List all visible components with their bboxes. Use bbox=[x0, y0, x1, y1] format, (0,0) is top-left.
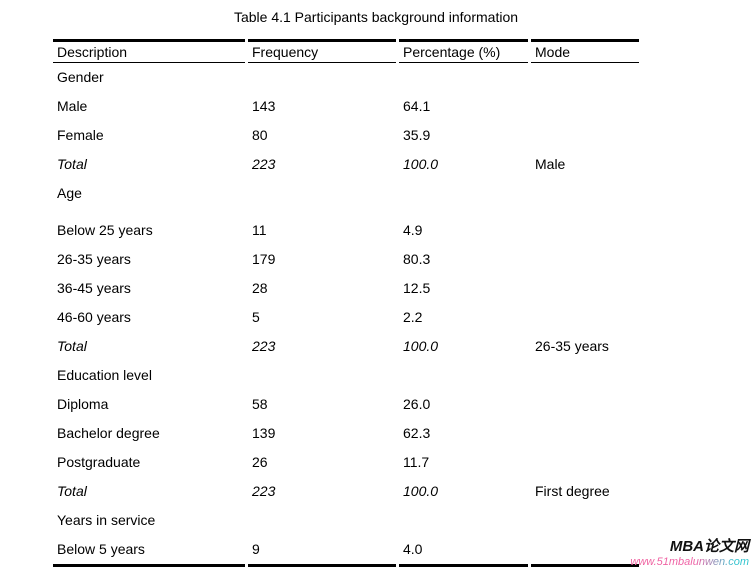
table-cell: Education level bbox=[57, 367, 152, 383]
column-header-frequency: Frequency bbox=[248, 39, 396, 63]
table-cell: Female bbox=[57, 127, 104, 143]
table-cell: 28 bbox=[252, 280, 268, 296]
table-cell: 35.9 bbox=[403, 127, 431, 143]
section-row: Age bbox=[53, 179, 639, 208]
table-cell: 179 bbox=[252, 251, 276, 267]
table-cell: 80.3 bbox=[403, 251, 431, 267]
table-cell: 4.0 bbox=[399, 535, 528, 567]
column-header-mode: Mode bbox=[531, 39, 639, 63]
section-row: Education level bbox=[53, 361, 639, 390]
table-cell: 2.2 bbox=[403, 309, 423, 325]
table-cell: Postgraduate bbox=[57, 454, 141, 470]
table-cell: 9 bbox=[248, 535, 396, 567]
total-row: Total 223 100.0 First degree bbox=[53, 477, 639, 506]
total-row: Total 223 100.0 Male bbox=[53, 150, 639, 179]
table-cell: Years in service bbox=[57, 512, 156, 528]
table-cell bbox=[531, 506, 639, 535]
section-row: Gender bbox=[53, 63, 639, 92]
table-cell: 26.0 bbox=[403, 396, 431, 412]
table-title: Table 4.1 Participants background inform… bbox=[233, 9, 519, 25]
table-cell: Gender bbox=[57, 69, 104, 85]
table-cell: 100.0 bbox=[403, 483, 439, 499]
table-cell: Male bbox=[535, 156, 566, 172]
table-cell bbox=[531, 303, 639, 332]
table-cell: Age bbox=[57, 185, 82, 201]
table-cell bbox=[399, 63, 528, 92]
section-row: Years in service bbox=[53, 506, 639, 535]
table-cell: Total bbox=[57, 338, 87, 354]
table-cell: Below 5 years bbox=[53, 535, 245, 567]
table-cell bbox=[531, 179, 639, 208]
table-cell: 36-45 years bbox=[57, 280, 131, 296]
table-row: Below 25 years 11 4.9 bbox=[53, 208, 639, 245]
column-header-percentage: Percentage (%) bbox=[399, 39, 528, 63]
table-cell: 5 bbox=[252, 309, 260, 325]
table-cell: 139 bbox=[252, 425, 276, 441]
total-row: Total 223 100.0 26-35 years bbox=[53, 332, 639, 361]
table-header-row: Description Frequency Percentage (%) Mod… bbox=[53, 39, 639, 63]
table-cell bbox=[531, 245, 639, 274]
table-cell: 46-60 years bbox=[57, 309, 131, 325]
table-row: Below 5 years 9 4.0 bbox=[53, 535, 639, 567]
table-cell: 223 bbox=[252, 483, 276, 499]
table-cell bbox=[531, 390, 639, 419]
table-row: Bachelor degree 139 62.3 bbox=[53, 419, 639, 448]
table-cell bbox=[531, 448, 639, 477]
table-cell: Total bbox=[57, 483, 87, 499]
table-cell: Diploma bbox=[57, 396, 109, 412]
column-header-description: Description bbox=[53, 39, 245, 63]
table-row: Female 80 35.9 bbox=[53, 121, 639, 150]
table-cell bbox=[531, 92, 639, 121]
table-cell: 64.1 bbox=[403, 98, 431, 114]
watermark-url: www.51mbalunwen.com bbox=[630, 556, 749, 568]
table-row: Diploma 58 26.0 bbox=[53, 390, 639, 419]
table-cell bbox=[248, 361, 396, 390]
table-cell bbox=[248, 179, 396, 208]
table-row: Male 143 64.1 bbox=[53, 92, 639, 121]
table-row: 26-35 years 179 80.3 bbox=[53, 245, 639, 274]
watermark-brand: MBA论文网 bbox=[669, 538, 749, 555]
table-row: Postgraduate 26 11.7 bbox=[53, 448, 639, 477]
table-row: 46-60 years 5 2.2 bbox=[53, 303, 639, 332]
table-cell bbox=[399, 179, 528, 208]
table-cell bbox=[531, 63, 639, 92]
table-cell bbox=[399, 361, 528, 390]
table-cell bbox=[531, 361, 639, 390]
table-cell: Bachelor degree bbox=[57, 425, 160, 441]
table-cell: 143 bbox=[252, 98, 276, 114]
table-cell: 62.3 bbox=[403, 425, 431, 441]
table-cell: 11.7 bbox=[403, 454, 430, 470]
table-cell bbox=[531, 121, 639, 150]
table-cell: 26-35 years bbox=[535, 338, 609, 354]
participants-table: Description Frequency Percentage (%) Mod… bbox=[50, 39, 642, 567]
watermark: MBA论文网 www.51mbalunwen.com bbox=[630, 537, 749, 569]
table-cell: 4.9 bbox=[403, 222, 423, 238]
table-cell: 223 bbox=[252, 338, 276, 354]
table-cell bbox=[531, 274, 639, 303]
table-cell bbox=[531, 535, 639, 567]
table-cell bbox=[248, 506, 396, 535]
table-cell: 26-35 years bbox=[57, 251, 131, 267]
table-cell: Total bbox=[57, 156, 87, 172]
table-cell: 100.0 bbox=[403, 338, 439, 354]
table-cell: Below 25 years bbox=[57, 222, 153, 238]
table-cell: 80 bbox=[252, 127, 268, 143]
table-cell: 12.5 bbox=[403, 280, 431, 296]
table-cell bbox=[248, 63, 396, 92]
table-cell: 58 bbox=[252, 396, 268, 412]
table-body: Gender Male 143 64.1 Female 80 35.9 Total 223 100… bbox=[53, 63, 639, 567]
table-cell: 26 bbox=[252, 454, 268, 470]
table-cell bbox=[531, 419, 639, 448]
table-cell: 223 bbox=[252, 156, 276, 172]
table-row: 36-45 years 28 12.5 bbox=[53, 274, 639, 303]
table-cell bbox=[531, 208, 639, 245]
table-cell: First degree bbox=[535, 483, 610, 499]
table-cell bbox=[399, 506, 528, 535]
table-cell: 100.0 bbox=[403, 156, 439, 172]
table-cell: Male bbox=[57, 98, 88, 114]
table-cell: 11 bbox=[252, 222, 267, 238]
